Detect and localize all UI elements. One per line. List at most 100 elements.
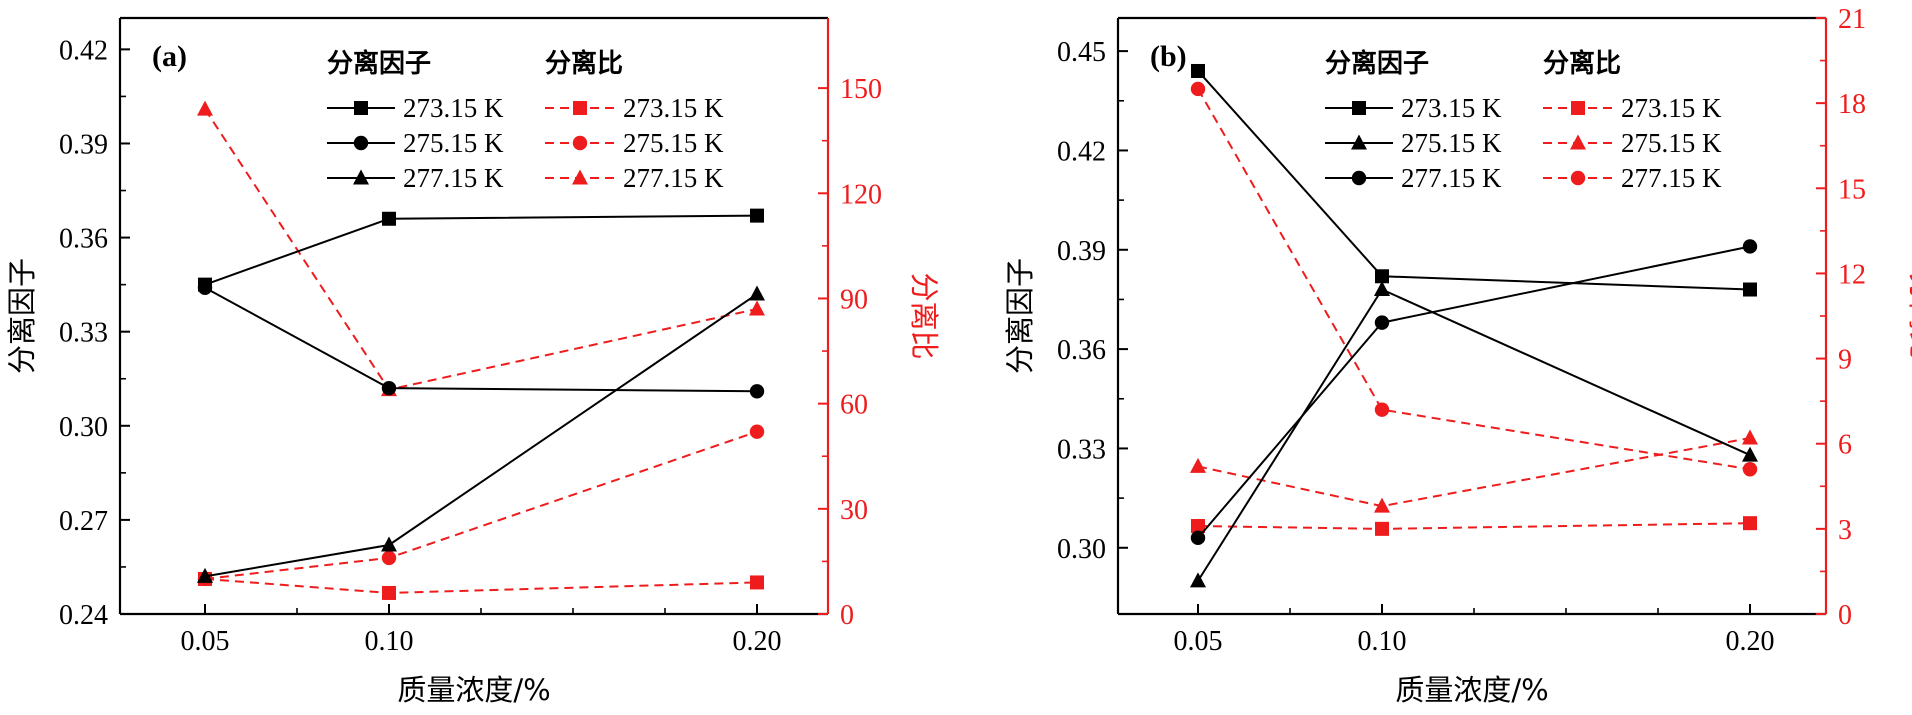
right-tick-label: 120 xyxy=(840,179,882,210)
factor-point xyxy=(749,384,765,399)
ratio-point xyxy=(749,424,765,439)
ratio-point xyxy=(750,575,764,590)
legend-label-factor: 275.15 K xyxy=(403,128,504,158)
legend-marker-factor xyxy=(1351,134,1367,150)
factor-point xyxy=(1742,239,1758,254)
factor-point xyxy=(1190,572,1206,588)
right-tick-label: 9 xyxy=(1838,345,1852,376)
factor-point xyxy=(1742,446,1758,462)
right-tick-label: 12 xyxy=(1838,259,1866,290)
left-tick-label: 0.33 xyxy=(59,318,108,349)
ratio-series-line xyxy=(204,430,758,580)
factor-series-line xyxy=(204,286,758,393)
legend-label-factor: 277.15 K xyxy=(1401,163,1502,193)
right-tick-label: 21 xyxy=(1838,4,1866,35)
ratio-point xyxy=(1375,521,1389,536)
legend-marker-ratio xyxy=(1571,101,1585,115)
left-axis-title: 分离因子 xyxy=(1003,258,1037,374)
panel-label: (a) xyxy=(152,40,187,73)
ratio-series-line xyxy=(1197,88,1751,471)
factor-series-line xyxy=(204,214,758,286)
ratio-point xyxy=(197,100,213,116)
left-tick-label: 0.30 xyxy=(59,412,108,443)
ratio-point xyxy=(1374,497,1390,513)
legend-label-ratio: 273.15 K xyxy=(623,93,724,123)
x-tick-label: 0.20 xyxy=(1726,626,1775,657)
legend-label-ratio: 277.15 K xyxy=(1621,163,1722,193)
right-tick-label: 0 xyxy=(1838,600,1852,631)
ratio-series-1 xyxy=(198,571,764,600)
ratio-series-line xyxy=(1197,522,1751,530)
factor-series-line xyxy=(1197,245,1751,539)
ratio-series-1 xyxy=(1191,516,1757,536)
left-tick-label: 0.39 xyxy=(1057,236,1106,267)
factor-series-1 xyxy=(1191,63,1757,297)
factor-series-line xyxy=(1197,288,1751,582)
right-tick-label: 60 xyxy=(840,390,868,421)
legend-label-factor: 277.15 K xyxy=(403,163,504,193)
x-tick-label: 0.10 xyxy=(365,626,414,657)
legend-marker-factor xyxy=(354,101,368,115)
right-tick-label: 6 xyxy=(1838,430,1852,461)
ratio-point xyxy=(381,550,397,566)
legend-marker-ratio xyxy=(572,169,588,185)
factor-point xyxy=(382,211,396,226)
left-axis-title: 分离因子 xyxy=(5,258,39,374)
factor-series-1 xyxy=(198,208,764,292)
right-tick-label: 150 xyxy=(840,74,882,105)
ratio-series-2 xyxy=(1190,429,1758,513)
ratio-point xyxy=(1742,462,1758,477)
ratio-series-line xyxy=(204,577,758,594)
factor-point xyxy=(1374,315,1390,330)
legend-label-ratio: 275.15 K xyxy=(1621,128,1722,158)
factor-point xyxy=(197,280,213,295)
factor-point xyxy=(1374,281,1390,297)
panel-label: (b) xyxy=(1150,40,1187,73)
legend-label-ratio: 275.15 K xyxy=(623,128,724,158)
legend-marker-factor xyxy=(353,169,369,185)
right-tick-label: 90 xyxy=(840,284,868,315)
legend-marker-ratio xyxy=(1570,170,1586,186)
right-tick-label: 18 xyxy=(1838,89,1866,120)
factor-point xyxy=(1375,269,1389,284)
legend-label-ratio: 277.15 K xyxy=(623,163,724,193)
legend-marker-ratio xyxy=(1570,134,1586,150)
legend-title-factor: 分离因子 xyxy=(327,48,431,79)
left-tick-label: 0.27 xyxy=(59,506,108,537)
right-tick-label: 0 xyxy=(840,600,854,631)
legend-title-ratio: 分离比 xyxy=(545,48,623,79)
factor-point xyxy=(750,208,764,223)
legend-title-ratio: 分离比 xyxy=(1543,48,1621,79)
legend-label-ratio: 273.15 K xyxy=(1621,93,1722,123)
factor-series-2 xyxy=(1190,281,1758,588)
legend-label-factor: 273.15 K xyxy=(1401,93,1502,123)
legend-marker-factor xyxy=(1352,101,1366,115)
factor-point xyxy=(381,380,397,396)
left-tick-label: 0.30 xyxy=(1057,534,1106,565)
ratio-point xyxy=(382,585,396,600)
ratio-point xyxy=(1190,457,1206,473)
factor-series-line xyxy=(204,293,758,578)
factor-point xyxy=(749,285,765,301)
factor-point xyxy=(1190,530,1206,546)
factor-point xyxy=(1191,63,1205,78)
left-tick-label: 0.33 xyxy=(1057,434,1106,465)
factor-series-3 xyxy=(197,285,765,583)
left-tick-label: 0.42 xyxy=(1057,136,1106,167)
right-tick-label: 30 xyxy=(840,495,868,526)
ratio-point xyxy=(1191,519,1205,534)
factor-point xyxy=(381,536,397,552)
ratio-point xyxy=(1374,402,1390,417)
left-tick-label: 0.36 xyxy=(1057,335,1106,366)
right-tick-label: 15 xyxy=(1838,174,1866,205)
legend-label-factor: 275.15 K xyxy=(1401,128,1502,158)
left-tick-label: 0.39 xyxy=(59,129,108,160)
ratio-point xyxy=(1743,516,1757,531)
left-tick-label: 0.36 xyxy=(59,224,108,255)
left-tick-label: 0.45 xyxy=(1057,37,1106,68)
left-tick-label: 0.42 xyxy=(59,35,108,66)
factor-series-3 xyxy=(1190,239,1758,546)
right-tick-label: 3 xyxy=(1838,515,1852,546)
right-axis-title: 分离比 xyxy=(1905,272,1912,359)
x-tick-label: 0.10 xyxy=(1358,626,1407,657)
